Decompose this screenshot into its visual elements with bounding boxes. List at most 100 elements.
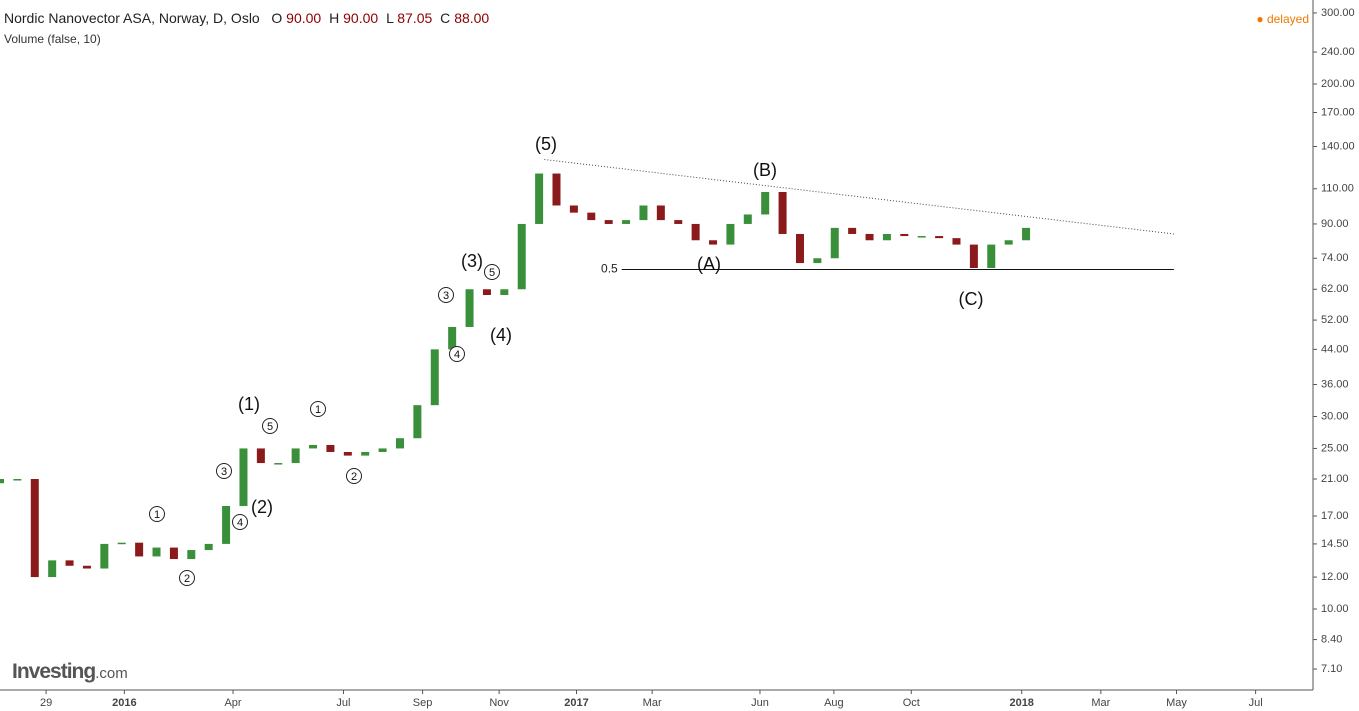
y-tick-label: 62.00 <box>1321 283 1349 295</box>
label: C <box>440 10 451 26</box>
candle <box>1022 227 1031 241</box>
candle <box>935 236 944 239</box>
candle <box>500 289 509 296</box>
candle <box>326 444 335 452</box>
indicator[interactable]: Volume (false, 10) <box>4 32 101 46</box>
wave-label: (1) <box>238 394 260 414</box>
candle <box>65 560 74 566</box>
logo: Investing.com <box>12 660 128 684</box>
wave-label: (A) <box>697 254 721 274</box>
wave-label: 5 <box>267 421 273 433</box>
x-tick-label: Oct <box>903 697 920 709</box>
wave-label: (5) <box>535 134 557 154</box>
candle <box>604 220 613 224</box>
candle <box>552 173 561 206</box>
x-tick-label: 2016 <box>112 697 136 709</box>
wave-label: (B) <box>753 160 777 180</box>
x-tick-label: Apr <box>224 697 241 709</box>
candle <box>48 560 57 578</box>
candle <box>13 478 22 481</box>
candle <box>848 227 857 234</box>
candle <box>587 212 596 221</box>
y-tick-label: 8.40 <box>1321 633 1342 645</box>
value: 90.00 <box>286 10 322 26</box>
x-tick-label: Jul <box>1249 697 1263 709</box>
candle <box>709 240 718 245</box>
value: 88.00 <box>454 10 490 26</box>
x-tick-label: Mar <box>643 697 662 709</box>
wave-circle <box>232 514 248 530</box>
label: L <box>386 10 394 26</box>
candle <box>517 223 526 290</box>
wave-label: 1 <box>154 509 160 521</box>
candle <box>395 438 404 449</box>
candle <box>882 233 891 241</box>
candle <box>987 244 996 268</box>
y-tick-label: 170.00 <box>1321 106 1355 118</box>
y-tick-label: 44.00 <box>1321 343 1349 355</box>
candle <box>30 478 39 578</box>
wave-label: 1 <box>315 404 321 416</box>
candle <box>82 565 91 569</box>
y-tick-label: 7.10 <box>1321 663 1342 675</box>
candle <box>187 550 196 560</box>
candle <box>778 191 787 234</box>
x-tick-label: Sep <box>413 697 433 709</box>
candle <box>900 233 909 237</box>
wave-label: (C) <box>959 289 984 309</box>
value: 87.05 <box>397 10 433 26</box>
wave-circle <box>346 468 362 484</box>
candle <box>256 448 265 464</box>
y-tick-label: 240.00 <box>1321 46 1355 58</box>
label: H <box>329 10 340 26</box>
x-tick-label: 29 <box>40 697 52 709</box>
y-tick-label: 12.00 <box>1321 571 1349 583</box>
candle <box>726 223 735 245</box>
candle <box>865 233 874 241</box>
candle <box>656 205 665 221</box>
candle <box>430 349 439 406</box>
candle <box>761 191 770 215</box>
x-tick-label: Jul <box>336 697 350 709</box>
x-tick-label: 2018 <box>1009 697 1033 709</box>
candle <box>239 448 248 507</box>
y-tick-label: 17.00 <box>1321 510 1349 522</box>
candle <box>0 478 4 484</box>
candle <box>622 220 631 224</box>
x-tick-label: Jun <box>751 697 769 709</box>
wave-circle <box>149 506 165 522</box>
wave-label: 2 <box>351 471 357 483</box>
candle <box>343 451 352 456</box>
y-tick-label: 36.00 <box>1321 378 1349 390</box>
y-tick-label: 30.00 <box>1321 410 1349 422</box>
y-tick-label: 21.00 <box>1321 473 1349 485</box>
logo-suffix: .com <box>95 665 128 682</box>
wave-label: 2 <box>184 573 190 585</box>
y-tick-label: 25.00 <box>1321 442 1349 454</box>
candle <box>448 326 457 350</box>
wave-circle <box>449 346 465 362</box>
candle <box>969 244 978 268</box>
wave-circle <box>438 287 454 303</box>
y-tick-label: 110.00 <box>1321 183 1354 195</box>
logo-text: Investing <box>12 660 96 683</box>
status: ● delayed <box>1256 12 1309 26</box>
candle <box>309 444 318 449</box>
x-tick-label: Aug <box>824 697 844 709</box>
candle <box>135 542 144 557</box>
x-tick-label: Mar <box>1091 697 1110 709</box>
candle <box>222 506 231 544</box>
value: 90.00 <box>343 10 379 26</box>
y-tick-label: 52.00 <box>1321 314 1349 326</box>
wave-label: 4 <box>454 349 460 361</box>
wave-label: 5 <box>489 267 495 279</box>
candle <box>917 236 926 238</box>
y-tick-label: 200.00 <box>1321 78 1355 90</box>
candle <box>378 448 387 452</box>
wave-label: 3 <box>443 290 449 302</box>
candle <box>152 547 161 557</box>
symbol[interactable]: Nordic Nanovector ASA, Norway, D, Oslo <box>4 10 260 26</box>
candle <box>117 542 126 545</box>
